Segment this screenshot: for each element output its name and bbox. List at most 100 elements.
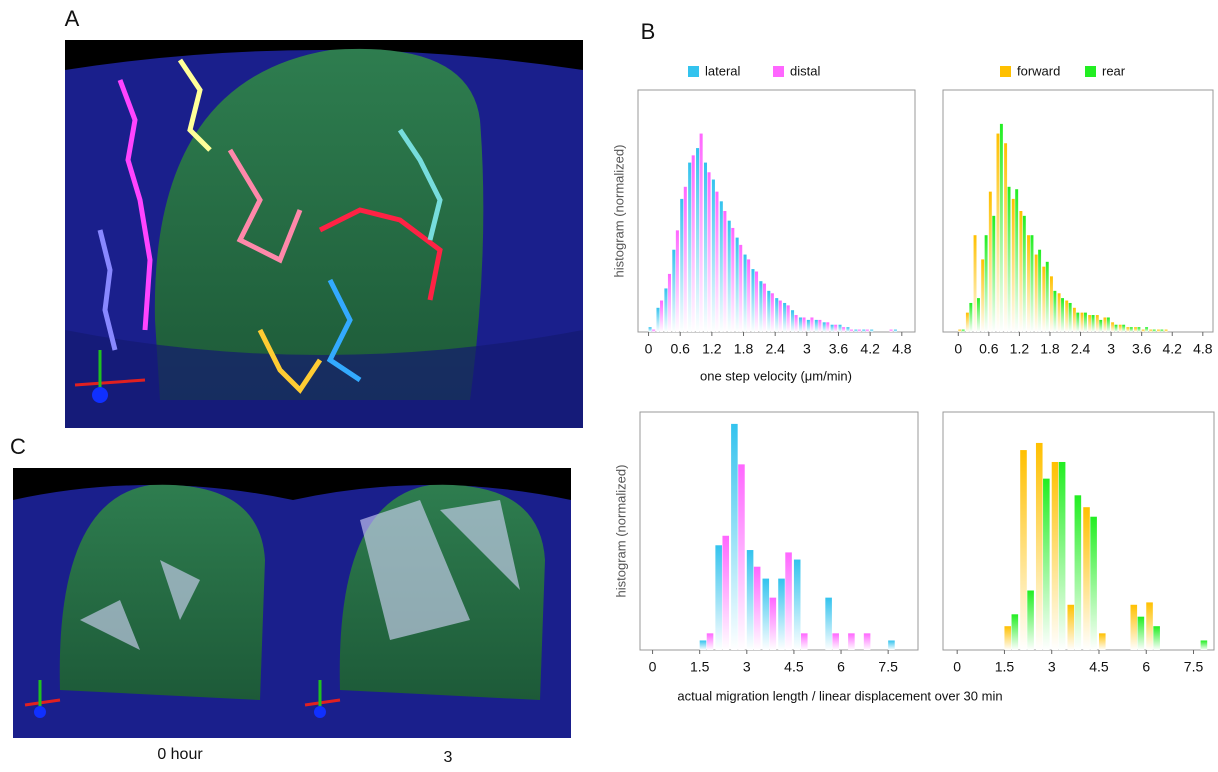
bar — [672, 249, 676, 332]
x-tick-label: 3 — [1107, 341, 1115, 357]
bar — [1156, 329, 1160, 332]
bar — [747, 259, 751, 332]
bar — [1057, 293, 1061, 332]
bar — [1090, 516, 1097, 650]
bar — [1111, 322, 1115, 332]
bar — [699, 640, 707, 650]
caption: 3 — [444, 749, 453, 766]
bar — [981, 259, 985, 332]
bar — [727, 220, 731, 332]
bar — [1160, 329, 1164, 332]
bar — [1015, 189, 1019, 332]
bar — [715, 545, 722, 650]
bar — [1027, 590, 1034, 650]
panel-label: C — [10, 434, 26, 459]
bar — [1122, 324, 1126, 332]
bar — [999, 123, 1003, 332]
x-axis-label: one step velocity (μm/min) — [700, 368, 852, 383]
bar — [675, 230, 679, 332]
x-tick-label: 0 — [953, 659, 961, 675]
bar — [984, 235, 988, 332]
bar — [738, 464, 745, 650]
bar — [1076, 312, 1080, 332]
bar — [865, 329, 869, 332]
bar — [711, 179, 715, 332]
x-tick-label: 2.4 — [1071, 341, 1091, 357]
x-tick-label: 4.8 — [1193, 341, 1213, 357]
bar — [722, 535, 730, 650]
legend-swatch — [1085, 66, 1096, 77]
bar — [706, 633, 714, 650]
bar — [1130, 604, 1138, 650]
bar — [703, 162, 708, 332]
bar — [1098, 633, 1106, 650]
bar — [1065, 300, 1069, 332]
bar — [889, 329, 893, 332]
bar — [996, 133, 1000, 332]
bar — [1099, 319, 1103, 332]
bar — [723, 211, 727, 332]
x-tick-label: 3 — [1048, 659, 1056, 675]
bar — [688, 162, 692, 332]
bar — [707, 172, 711, 332]
bar — [1030, 235, 1034, 332]
bar — [1045, 261, 1049, 332]
panel-c-render — [13, 468, 571, 738]
bar — [1058, 461, 1066, 650]
bar — [1137, 327, 1141, 332]
bar — [1095, 315, 1099, 332]
x-tick-label: 6 — [1142, 659, 1150, 675]
x-tick-label: 1.2 — [1010, 341, 1030, 357]
bar — [1083, 312, 1087, 332]
bar — [973, 235, 977, 332]
x-tick-label: 4.8 — [892, 341, 912, 357]
bar — [735, 237, 739, 332]
x-tick-label: 7.5 — [878, 659, 898, 675]
bar — [1072, 307, 1076, 332]
bar — [1083, 507, 1090, 650]
legend-swatch — [1000, 66, 1011, 77]
legend-label: rear — [1102, 63, 1126, 78]
bar — [849, 329, 854, 332]
bar — [754, 271, 759, 332]
bar — [810, 317, 814, 332]
bar — [1106, 317, 1110, 332]
panel-label: B — [641, 19, 656, 44]
bar — [652, 329, 656, 332]
bar — [1022, 215, 1026, 332]
bar — [743, 254, 747, 332]
bar — [769, 597, 777, 650]
x-tick-label: 3.6 — [1132, 341, 1152, 357]
bar — [753, 566, 761, 650]
bar — [1067, 604, 1075, 650]
bar — [762, 283, 766, 332]
x-tick-label: 0 — [649, 659, 657, 675]
bar — [1152, 329, 1156, 332]
bar — [793, 559, 801, 650]
bar — [746, 550, 754, 650]
bar — [680, 198, 684, 332]
x-tick-label: 4.2 — [860, 341, 880, 357]
bar — [1126, 327, 1130, 332]
bar — [1088, 315, 1092, 332]
bar — [862, 329, 866, 332]
x-tick-label: 4.5 — [784, 659, 804, 675]
bar — [1007, 186, 1011, 332]
bar — [739, 244, 743, 332]
bar — [863, 633, 871, 650]
bar — [1034, 254, 1038, 332]
bar — [785, 552, 792, 650]
bar — [870, 329, 874, 332]
bar — [770, 293, 774, 332]
bar — [1137, 616, 1145, 650]
bar — [832, 633, 839, 650]
bar — [731, 423, 738, 650]
bar — [791, 310, 795, 332]
bar — [800, 633, 808, 650]
bar — [759, 281, 763, 332]
bar — [1019, 211, 1023, 332]
bar — [814, 319, 818, 332]
bar — [1149, 329, 1153, 332]
bar — [802, 317, 806, 332]
